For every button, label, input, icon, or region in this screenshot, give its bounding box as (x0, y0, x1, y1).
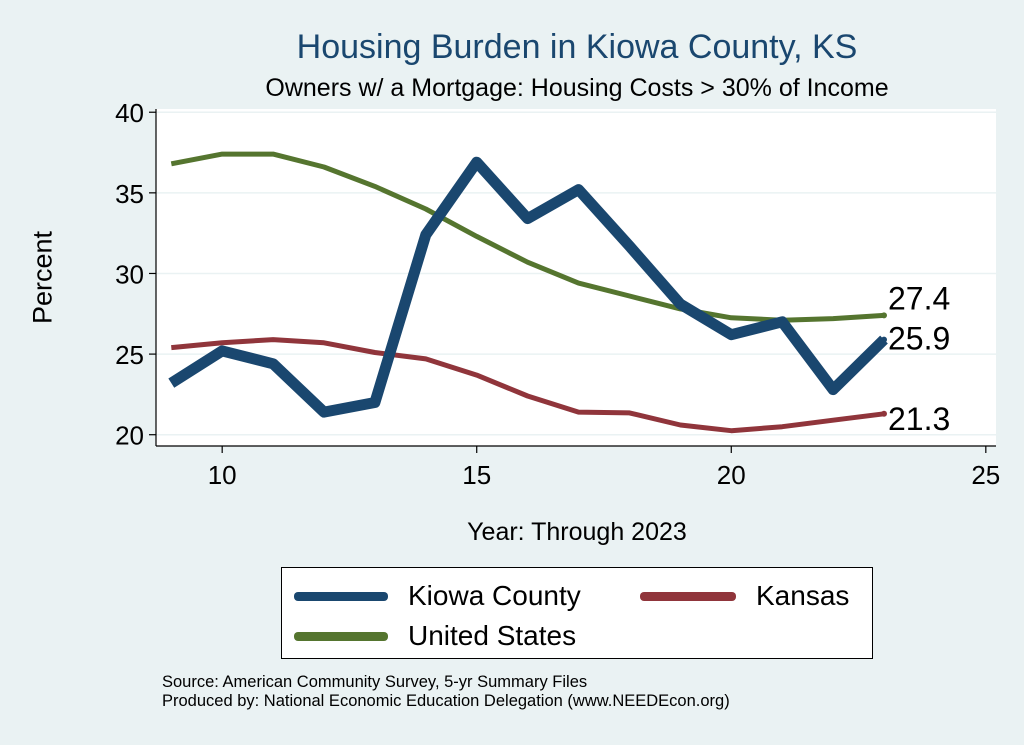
legend-label-kansas: Kansas (756, 580, 850, 611)
chart-subtitle: Owners w/ a Mortgage: Housing Costs > 30… (265, 74, 889, 102)
legend: Kiowa County Kansas United States (281, 567, 873, 659)
legend-swatch-united-states (294, 631, 388, 641)
legend-label-kiowa-county: Kiowa County (408, 580, 581, 611)
y-tick-label: 25 (115, 340, 144, 370)
end-marker-kiowa-county (881, 336, 887, 343)
legend-swatch-kansas (640, 591, 736, 601)
series-line-kiowa-county (168, 156, 888, 418)
series-line-united-states (170, 151, 885, 323)
source-line: Source: American Community Survey, 5-yr … (162, 673, 588, 691)
plot-area (156, 109, 996, 446)
end-marker-kansas (881, 410, 887, 417)
source-note: Source: American Community Survey, 5-yr … (162, 673, 730, 711)
end-label-kiowa-county: 25.9 (888, 321, 950, 357)
end-label-kansas: 21.3 (888, 401, 950, 437)
chart-title: Housing Burden in Kiowa County, KS (296, 28, 858, 66)
legend-item-kansas: Kansas (640, 580, 849, 612)
x-tick-label: 10 (208, 460, 237, 490)
legend-item-united-states: United States (294, 620, 576, 652)
series-line-kansas (171, 337, 885, 434)
end-marker-united-states (881, 312, 887, 319)
legend-swatch-kiowa-county (294, 591, 388, 601)
end-label-united-states: 27.4 (888, 280, 950, 316)
x-axis-label: Year: Through 2023 (467, 518, 687, 546)
y-tick-label: 30 (115, 259, 144, 289)
y-tick-label: 20 (115, 421, 144, 451)
produced-by-line: Produced by: National Economic Education… (162, 692, 730, 710)
x-tick-label: 15 (462, 460, 491, 490)
y-tick-label: 40 (115, 98, 144, 128)
x-tick-label: 20 (717, 460, 746, 490)
legend-label-united-states: United States (408, 620, 577, 651)
legend-item-kiowa-county: Kiowa County (294, 580, 581, 612)
x-tick-label: 25 (971, 460, 1000, 490)
y-tick-label: 35 (115, 179, 144, 209)
